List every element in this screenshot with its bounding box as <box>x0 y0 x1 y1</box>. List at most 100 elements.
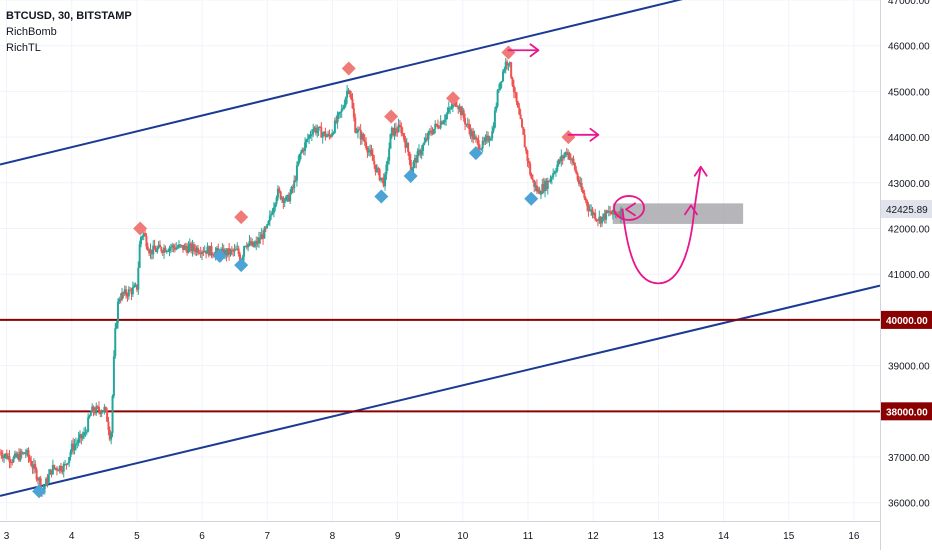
candle-body <box>342 108 345 110</box>
candle-body <box>282 197 285 203</box>
candle-body <box>154 249 157 252</box>
current-price-label: 42425.89 <box>886 205 928 216</box>
candle-body <box>270 214 273 216</box>
candle-body <box>210 245 213 255</box>
candle-body <box>595 219 598 221</box>
candle-body <box>92 406 95 413</box>
time-tick-label: 9 <box>395 531 401 542</box>
candle-body <box>5 453 8 459</box>
candle-body <box>129 289 132 291</box>
candle-body <box>54 467 57 469</box>
price-level-label: 40000.00 <box>886 316 928 327</box>
horizontal-levels <box>0 318 880 413</box>
candle-body <box>386 160 389 165</box>
time-tick-label: 13 <box>653 531 665 542</box>
candle-body <box>385 164 388 175</box>
candle-body <box>283 200 286 203</box>
candle-body <box>388 148 391 161</box>
candle-body <box>206 246 209 254</box>
candle-body <box>407 143 410 152</box>
candle-body <box>183 245 186 250</box>
candle-body <box>176 247 179 249</box>
candle-body <box>114 328 117 357</box>
candle-body <box>516 101 519 108</box>
candle-body <box>24 453 27 455</box>
candle-body <box>104 406 107 411</box>
candle-body <box>544 180 547 192</box>
candle-body <box>339 111 342 113</box>
candle-body <box>435 123 438 125</box>
buy-signal-diamond <box>524 191 539 206</box>
candle-body <box>38 478 41 481</box>
candle-body <box>78 434 81 438</box>
candle-body <box>436 124 439 128</box>
candle-body <box>152 245 155 255</box>
candle-body <box>378 169 381 181</box>
candle-body <box>316 130 319 133</box>
candle-body <box>481 140 484 149</box>
candle-body <box>434 123 437 129</box>
candle-body <box>365 141 368 148</box>
candle-body <box>167 251 170 253</box>
price-axis[interactable]: 47000.00 46000.00 45000.00 44000.00 43000.00… <box>881 0 932 510</box>
candle-body <box>367 151 370 153</box>
candle-body <box>262 234 265 239</box>
candle-body <box>535 185 538 192</box>
candle-body <box>352 108 355 118</box>
candle-body <box>392 127 395 136</box>
target-zone <box>612 203 744 224</box>
candle-body <box>268 215 271 222</box>
candle-body <box>196 247 199 253</box>
candle-body <box>271 212 274 215</box>
candle-body <box>424 138 427 142</box>
candle-body <box>569 159 572 161</box>
indicator-richbomb[interactable]: RichBomb <box>6 26 57 38</box>
candle-body <box>84 432 87 434</box>
candle-body <box>553 172 556 174</box>
candle-body <box>408 151 411 160</box>
candle-body <box>177 244 180 248</box>
candle-body <box>611 209 614 215</box>
candle-body <box>133 285 136 288</box>
candle-body <box>356 129 359 133</box>
hand-drawings <box>507 43 708 285</box>
symbol-title[interactable]: BTCUSD, 30, BITSTAMP <box>6 10 132 22</box>
buy-signal-diamond <box>374 189 389 204</box>
candle-body <box>224 250 227 257</box>
candle-body <box>31 465 34 469</box>
candle-body <box>600 216 603 224</box>
candle-body <box>118 298 121 302</box>
candle-body <box>69 451 72 458</box>
candle-body <box>323 131 326 134</box>
candle-body <box>180 245 183 247</box>
candle-body <box>363 139 366 142</box>
buy-signal-diamond <box>234 258 249 273</box>
candle-body <box>539 193 542 195</box>
candle-body <box>514 92 517 94</box>
candle-body <box>561 155 564 159</box>
candle-body <box>106 410 109 422</box>
channel-line-upper <box>0 0 683 166</box>
candle-body <box>541 184 544 194</box>
candle-body <box>144 233 147 237</box>
candle-body <box>251 241 254 246</box>
candle-body <box>428 130 431 132</box>
candle-body <box>26 450 29 454</box>
candle-body <box>230 249 233 251</box>
candle-body <box>442 121 445 125</box>
candle-body <box>449 107 452 109</box>
candle-body <box>50 469 53 475</box>
candle-body <box>138 244 141 268</box>
time-axis[interactable]: 3 4 5 6 7 8 9 10 11 12 13 14 15 16 <box>4 531 860 542</box>
candle-body <box>264 227 267 229</box>
candle-body <box>313 127 316 130</box>
candles <box>0 57 624 498</box>
candle-body <box>4 453 7 456</box>
candle-body <box>187 246 190 253</box>
candle-body <box>222 248 225 257</box>
small-caret <box>684 204 698 216</box>
projection-arrowhead <box>693 165 708 177</box>
indicator-richtl[interactable]: RichTL <box>6 42 41 54</box>
